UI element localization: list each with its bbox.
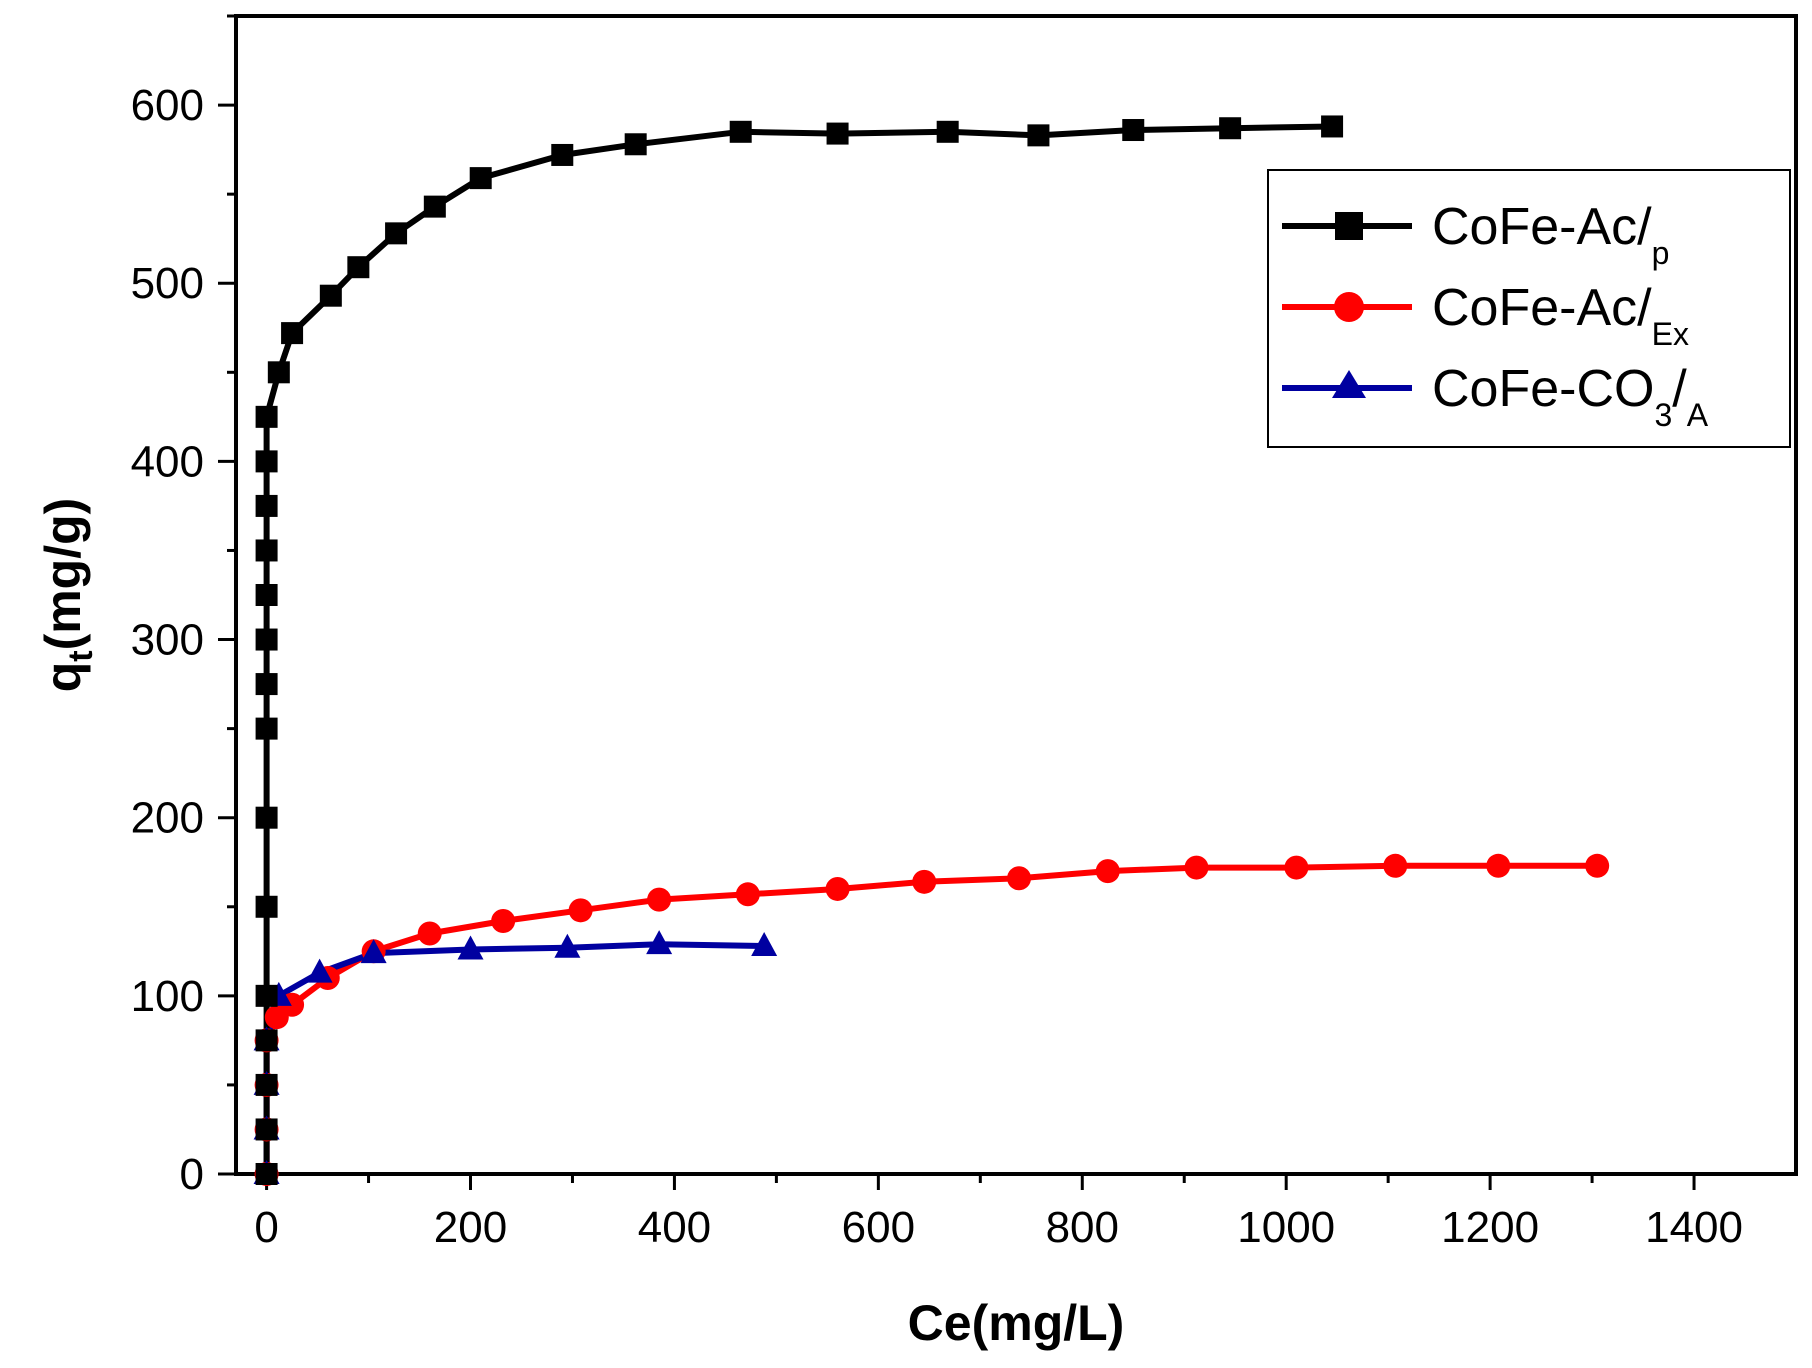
data-point-square <box>255 494 278 517</box>
y-tick-label: 400 <box>131 437 204 486</box>
x-tick-label: 1000 <box>1237 1203 1335 1252</box>
data-point-triangle <box>306 958 333 983</box>
x-tick-label: 800 <box>1046 1203 1119 1252</box>
series-layer <box>253 115 1610 1186</box>
y-axis-title: qt(mg/g) <box>35 498 100 693</box>
legend-label-sub: Ex <box>1652 316 1689 352</box>
legend-marker-circle <box>1334 292 1364 322</box>
legend-label-sub2: A <box>1687 397 1709 433</box>
data-point-square <box>255 1118 278 1141</box>
legend-label-sub: 3 <box>1654 397 1672 433</box>
legend: CoFe-Ac/p CoFe-Ac/Ex CoFe-CO3/A <box>1267 169 1791 448</box>
data-point-square <box>385 222 408 245</box>
data-point-square <box>267 361 290 384</box>
x-tick-label: 1200 <box>1441 1203 1539 1252</box>
x-tick-label: 600 <box>842 1203 915 1252</box>
data-point-square <box>255 539 278 562</box>
data-point-triangle <box>360 939 387 964</box>
x-tick-label: 1400 <box>1645 1203 1743 1252</box>
data-point-circle <box>912 869 937 894</box>
legend-label-main: CoFe-Ac/ <box>1432 279 1652 337</box>
axis-ticks: 0 200 400 600 800 1000 1200 1400 0 100 200 300 400 50… <box>131 14 1743 1252</box>
data-point-square <box>255 584 278 606</box>
data-point-circle <box>568 898 593 923</box>
data-point-circle <box>1486 853 1511 878</box>
legend-label-tail: / <box>1672 360 1687 418</box>
data-point-square <box>255 450 278 473</box>
data-point-triangle <box>457 935 484 960</box>
x-axis-title: Ce(mg/L) <box>908 1295 1125 1351</box>
data-point-square <box>729 120 752 143</box>
data-point-square <box>255 1073 278 1096</box>
legend-label-cofe-ac-ex: CoFe-Ac/Ex <box>1432 279 1689 352</box>
data-point-square <box>936 120 959 143</box>
data-point-square <box>551 143 574 166</box>
legend-label-cofe-ac-p: CoFe-Ac/p <box>1432 198 1669 271</box>
data-point-triangle <box>554 933 581 958</box>
data-point-square <box>255 806 278 829</box>
y-tick-label: 600 <box>131 81 204 130</box>
data-point-circle <box>647 887 672 912</box>
data-point-square <box>1027 124 1050 147</box>
series-line-triangle <box>263 941 765 1174</box>
data-point-square <box>423 195 446 218</box>
data-point-circle <box>491 909 516 934</box>
x-tick-label: 400 <box>638 1203 711 1252</box>
data-point-square <box>255 1029 278 1052</box>
legend-marker-square <box>1335 212 1363 240</box>
y-tick-label: 200 <box>131 794 204 843</box>
data-point-circle <box>1007 866 1032 891</box>
data-point-triangle <box>646 930 673 955</box>
data-point-triangle <box>751 931 778 956</box>
data-point-square <box>255 628 278 651</box>
x-tick-label: 0 <box>254 1203 278 1252</box>
y-axis-title-sub: t <box>62 650 100 661</box>
data-point-square <box>255 895 278 918</box>
y-tick-label: 300 <box>131 616 204 665</box>
data-point-square <box>1321 115 1344 138</box>
y-tick-label: 500 <box>131 259 204 308</box>
x-tick-label: 200 <box>434 1203 507 1252</box>
data-point-square <box>255 673 278 696</box>
data-point-square <box>255 405 278 428</box>
data-point-circle <box>735 882 760 907</box>
data-point-square <box>255 984 278 1007</box>
legend-label-main: CoFe-CO <box>1432 360 1654 418</box>
y-tick-label: 0 <box>180 1150 204 1199</box>
legend-label-sub: p <box>1652 235 1670 271</box>
data-point-circle <box>1585 853 1610 878</box>
data-point-square <box>1219 117 1242 140</box>
data-point-circle <box>1284 855 1309 880</box>
data-point-circle <box>825 876 850 901</box>
legend-entry-cofe-ac-p: CoFe-Ac/p <box>1282 198 1669 271</box>
data-point-square <box>469 167 492 190</box>
series-line-square <box>263 123 1333 1174</box>
y-axis-title-rest: (mg/g) <box>35 498 91 651</box>
y-axis-title-main: q <box>35 662 91 693</box>
plot-frame <box>234 14 1798 1176</box>
legend-entry-cofe-ac-ex: CoFe-Ac/Ex <box>1282 279 1689 352</box>
data-point-square <box>255 717 278 740</box>
data-point-square <box>319 284 342 307</box>
data-point-circle <box>1383 853 1408 878</box>
legend-entry-cofe-co3-a: CoFe-CO3/A <box>1282 360 1709 433</box>
legend-label-main: CoFe-Ac/ <box>1432 198 1652 256</box>
data-point-circle <box>1184 855 1209 880</box>
data-point-square <box>624 133 647 156</box>
data-point-square <box>1122 119 1145 142</box>
data-point-square <box>281 322 304 345</box>
y-tick-label: 100 <box>131 972 204 1021</box>
legend-label-cofe-co3-a: CoFe-CO3/A <box>1432 360 1709 433</box>
data-point-square <box>826 122 849 145</box>
series-line-circle <box>263 862 1598 1174</box>
legend-marker-triangle <box>1332 370 1366 398</box>
data-point-circle <box>1095 859 1120 884</box>
data-point-circle <box>417 921 442 946</box>
data-point-square <box>255 1163 278 1185</box>
data-point-square <box>347 256 370 279</box>
